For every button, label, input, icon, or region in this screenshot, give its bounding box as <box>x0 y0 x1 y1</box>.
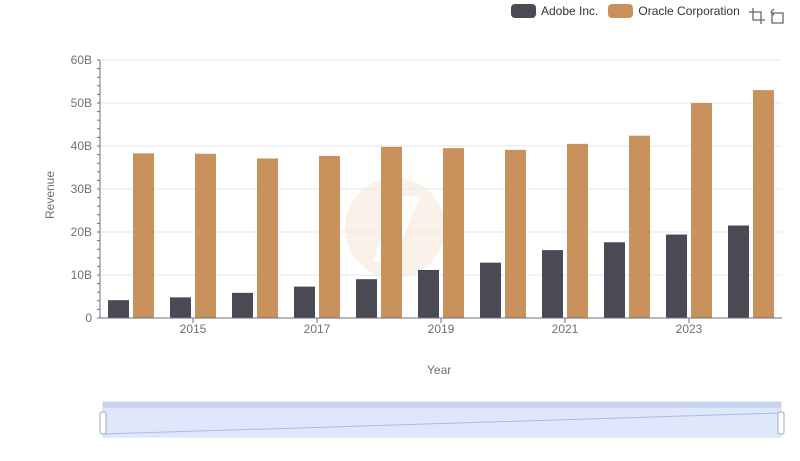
bar-oracle-2016[interactable] <box>257 158 278 318</box>
x-axis-title: Year <box>427 363 452 377</box>
y-tick-label: 0 <box>85 311 92 325</box>
legend-swatch-oracle <box>608 4 634 18</box>
x-tick-label: 2021 <box>552 322 579 336</box>
bar-oracle-2017[interactable] <box>319 155 340 318</box>
legend: Adobe Inc. Oracle Corporation <box>511 4 750 18</box>
bar-oracle-2022[interactable] <box>629 135 650 318</box>
bar-adobe-2016[interactable] <box>232 292 253 318</box>
zoom-select-icon[interactable] <box>748 7 766 25</box>
bar-adobe-2020[interactable] <box>480 262 501 318</box>
y-tick-label: 50B <box>71 96 92 110</box>
y-tick-label: 60B <box>71 53 92 67</box>
legend-swatch-adobe <box>511 4 536 18</box>
x-tick-label: 2017 <box>304 322 331 336</box>
y-tick-label: 40B <box>71 139 92 153</box>
y-axis-title: Revenue <box>43 170 58 220</box>
bar-oracle-2024[interactable] <box>753 90 774 318</box>
bar-oracle-2014[interactable] <box>133 153 154 318</box>
bar-oracle-2019[interactable] <box>443 148 464 318</box>
zoom-handle-right[interactable] <box>777 411 785 435</box>
x-tick-label: 2023 <box>676 322 703 336</box>
bar-adobe-2014[interactable] <box>108 300 129 318</box>
bar-oracle-2015[interactable] <box>195 153 216 318</box>
zoom-preview-line <box>102 412 782 435</box>
chart-toolbar <box>746 7 786 25</box>
bar-oracle-2023[interactable] <box>691 103 712 318</box>
bar-adobe-2017[interactable] <box>294 286 315 318</box>
zoom-reset-icon[interactable] <box>768 7 786 25</box>
bars <box>108 90 774 318</box>
x-tick-label: 2015 <box>180 322 207 336</box>
y-tick-label: 30B <box>71 182 92 196</box>
bar-adobe-2023[interactable] <box>666 234 687 318</box>
bar-adobe-2018[interactable] <box>356 279 377 318</box>
bar-oracle-2018[interactable] <box>381 146 402 318</box>
bar-adobe-2022[interactable] <box>604 242 625 318</box>
zoom-handle-left[interactable] <box>99 411 107 435</box>
legend-item-adobe[interactable]: Adobe Inc. <box>511 4 598 18</box>
legend-item-oracle[interactable]: Oracle Corporation <box>608 4 740 18</box>
bar-adobe-2015[interactable] <box>170 297 191 318</box>
bar-adobe-2021[interactable] <box>542 250 563 318</box>
x-axis: 2015 2017 2019 2021 2023 <box>100 317 782 336</box>
y-tick-label: 20B <box>71 225 92 239</box>
zoom-move-handle[interactable] <box>103 402 781 408</box>
x-tick-label: 2019 <box>428 322 455 336</box>
bar-oracle-2020[interactable] <box>505 149 526 318</box>
legend-label-oracle: Oracle Corporation <box>638 4 740 18</box>
y-axis: 0 10B 20B 30B 40B 50B 60B <box>71 53 101 325</box>
bar-adobe-2019[interactable] <box>418 269 439 318</box>
y-tick-label: 10B <box>71 268 92 282</box>
zoom-selection[interactable] <box>103 408 781 437</box>
legend-label-adobe: Adobe Inc. <box>541 4 599 18</box>
bar-oracle-2021[interactable] <box>567 143 588 318</box>
bar-adobe-2024[interactable] <box>728 225 749 318</box>
data-zoom-slider[interactable] <box>99 401 785 438</box>
